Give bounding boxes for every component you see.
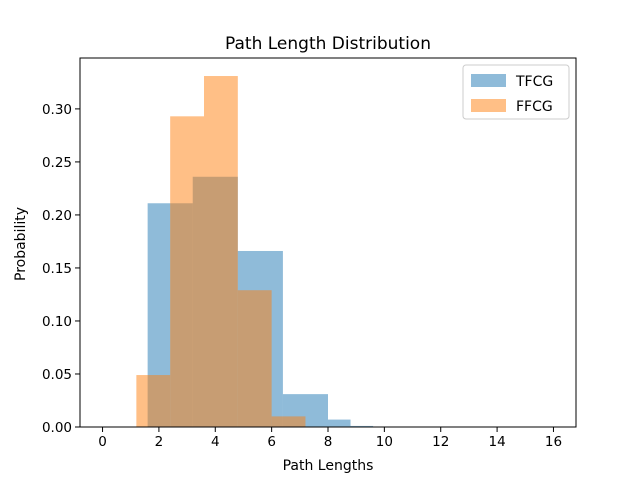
x-tick-label: 0 (98, 434, 107, 450)
bar-tfcg-5 (328, 419, 351, 427)
x-tick-label: 12 (432, 434, 449, 450)
x-tick-label: 2 (155, 434, 164, 450)
bar-ffcg-0 (136, 375, 171, 427)
x-tick-label: 10 (376, 434, 393, 450)
legend: TFCG FFCG (462, 64, 570, 120)
bar-ffcg-3 (237, 290, 272, 427)
x-tick-label: 16 (545, 434, 562, 450)
legend-swatch-ffcg (471, 99, 506, 112)
y-tick-label: 0.00 (42, 420, 72, 436)
y-tick-label: 0.25 (42, 155, 72, 171)
x-tick-label: 6 (267, 434, 276, 450)
x-tick-label: 4 (211, 434, 220, 450)
legend-swatch-tfcg (471, 74, 506, 87)
legend-label-tfcg: TFCG (515, 74, 553, 90)
x-tick-label: 8 (324, 434, 333, 450)
y-tick-label: 0.30 (42, 102, 72, 118)
bar-tfcg-0 (147, 203, 171, 427)
bar-tfcg-6 (350, 425, 374, 427)
bar-ffcg-4 (271, 416, 306, 427)
bar-ffcg-1 (170, 116, 204, 427)
bars-layer (136, 76, 554, 427)
x-tick-label: 14 (488, 434, 505, 450)
y-tick-label: 0.05 (42, 367, 72, 383)
chart-title: Path Length Distribution (225, 34, 431, 54)
x-axis-label: Path Lengths (283, 458, 374, 474)
y-tick-label: 0.15 (42, 261, 72, 277)
y-axis-label: Probability (13, 207, 29, 281)
legend-label-ffcg: FFCG (516, 99, 553, 115)
y-tick-label: 0.10 (42, 314, 72, 330)
bar-ffcg-2 (204, 76, 238, 427)
plot-frame (79, 57, 577, 428)
y-tick-label: 0.20 (42, 208, 72, 224)
ticks-layer: 0 2 4 6 8 10 12 14 16 0.00 0.05 0.10 0.15 0.20 0.25 0.3… (42, 102, 562, 450)
